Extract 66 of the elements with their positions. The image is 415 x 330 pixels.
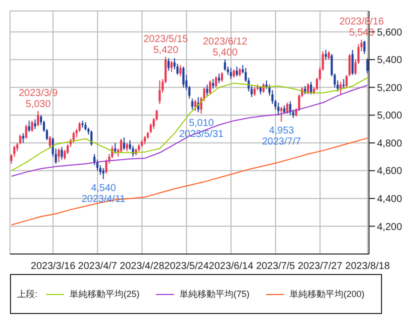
candlestick <box>34 118 36 130</box>
annotation: 2023/5/15 5,420 <box>144 34 188 56</box>
candlestick <box>280 106 282 122</box>
candlestick <box>220 72 224 82</box>
legend-title: 上段: <box>17 288 38 300</box>
candlestick <box>31 120 34 132</box>
x-tick-label: 2023/7/5 <box>256 261 296 272</box>
candlestick <box>13 145 16 158</box>
candlestick <box>310 81 312 95</box>
candlestick <box>120 138 122 154</box>
candlestick <box>346 74 348 88</box>
candlestick <box>123 136 126 150</box>
candlestick <box>351 49 354 76</box>
y-tick-label: 4,400 <box>377 194 402 206</box>
y-tick-label: 4,800 <box>377 138 402 150</box>
candlestick <box>366 58 368 74</box>
annotation: 4,953 2023/7/7 <box>262 126 302 148</box>
candlestick <box>22 132 24 144</box>
legend-label: 単純移動平均(200) <box>290 288 365 300</box>
candlestick <box>212 78 214 90</box>
legend-label: 単純移動平均(25) <box>70 288 140 300</box>
y-tick-label: 4,200 <box>377 222 402 233</box>
annotation: 2023/3/9 5,030 <box>18 88 58 110</box>
candlestick <box>191 98 194 110</box>
x-tick-label: 2023/3/16 <box>30 261 76 272</box>
candlestick <box>25 124 28 140</box>
y-tick-label: 5,600 <box>377 27 402 38</box>
legend-label: 単純移動平均(75) <box>180 288 250 300</box>
candlestick <box>348 54 351 77</box>
candlestick <box>363 40 366 55</box>
candlestick <box>170 60 173 73</box>
candlestick <box>72 131 75 144</box>
x-tick-label: 2023/5/24 <box>164 261 210 272</box>
candlestick <box>342 78 345 90</box>
y-tick-label: 4,600 <box>377 166 402 178</box>
candlestick <box>60 146 63 160</box>
annotation: 4,540 2023/4/11 <box>82 183 126 206</box>
candlestick <box>158 80 161 105</box>
candlestick <box>58 148 60 163</box>
candlestick <box>168 58 170 72</box>
candlestick <box>182 66 184 88</box>
candlestick <box>224 59 226 72</box>
candlestick <box>48 135 51 149</box>
candlestick <box>194 99 196 112</box>
x-tick-label: 2023/8/18 <box>345 261 390 272</box>
annotation: 2023/6/12 5,400 <box>202 36 248 59</box>
y-tick-label: 5,400 <box>377 55 402 66</box>
candlestick <box>102 167 104 180</box>
candlestick <box>286 102 288 114</box>
x-tick-label: 2023/4/7 <box>78 261 118 272</box>
x-tick-label: 2023/7/27 <box>298 261 343 272</box>
x-tick-label: 2023/6/14 <box>208 261 254 272</box>
y-tick-label: 5,200 <box>377 82 402 94</box>
candlestick <box>209 80 212 95</box>
candlestick <box>36 110 40 127</box>
candlestick <box>324 49 327 60</box>
candlestick <box>236 66 238 77</box>
candlestick <box>214 76 218 88</box>
candlestick <box>289 100 292 116</box>
candlestick <box>179 64 182 77</box>
candlestick <box>340 81 342 95</box>
x-tick-label: 2023/4/28 <box>120 261 165 272</box>
candlestick <box>218 72 220 84</box>
y-tick-label: 5,000 <box>377 110 402 122</box>
candlestick <box>230 67 232 80</box>
line-series <box>10 138 368 226</box>
